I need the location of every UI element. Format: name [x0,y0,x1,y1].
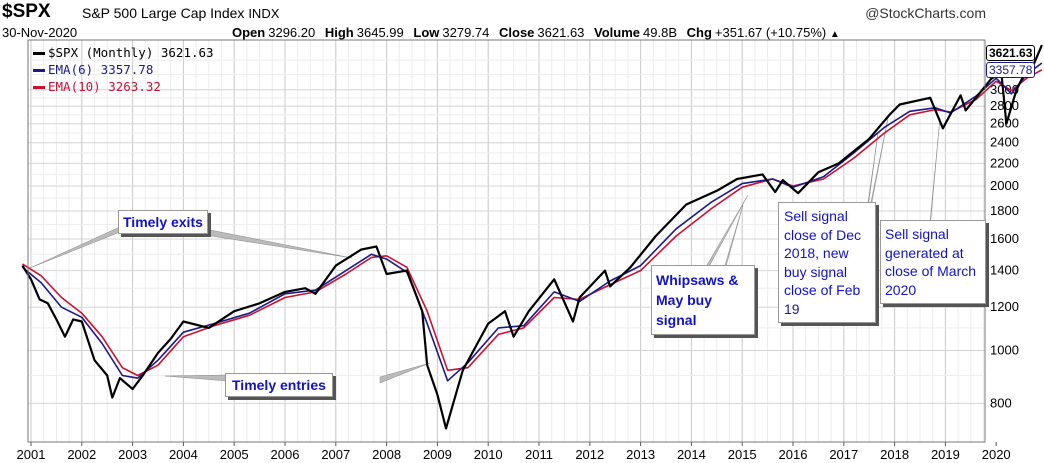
x-tick-label: 2011 [525,447,553,462]
x-tick-label: 2005 [220,447,249,462]
chart-series [21,44,1043,430]
stat-label-close: Close [499,25,535,40]
stat-label-open: Open [232,25,266,40]
stat-value-volume: 49.8B [643,25,678,40]
callout-pointer [379,362,431,384]
index-name-text: S&P 500 Large Cap Index [82,5,245,21]
callout-pointer [204,228,353,259]
x-tick-label: 2010 [474,447,503,462]
y-tick-label: 2200 [990,155,1019,170]
y-tick-label: 800 [990,395,1012,410]
stat-value-chg: +351.67 (+10.75%) [714,25,827,40]
annotation-sell-signal-2020: Sell signal generated at close of March … [880,220,986,304]
stat-value-high: 3645.99 [356,25,404,40]
x-tick-label: 2013 [626,447,655,462]
date-label: 30-Nov-2020 [2,25,78,40]
last-ema6-label: 3357.78 [986,62,1036,78]
last-price-label: 3621.63 [986,45,1036,61]
stat-label-chg: Chg [686,25,712,40]
y-tick-label: 1400 [990,263,1019,278]
x-tick-label: 2012 [575,447,604,462]
legend-text-ema6: EMA(6) 3357.78 [48,62,154,77]
ohlc-stats: Open 3296.20 High 3645.99 Low 3279.74 Close… [226,25,840,40]
y-tick-label: 1600 [990,231,1019,246]
callout-pointer [929,117,941,229]
x-tick-label: 2015 [728,447,757,462]
annotation-whipsaws: Whipsaws & May buy signal [651,265,755,335]
y-tick-label: 1000 [990,342,1019,357]
x-tick-label: 2006 [271,447,300,462]
x-tick-label: 2002 [67,447,96,462]
stat-value-low: 3279.74 [442,25,490,40]
annotation-timely-entries: Timely entries [225,373,333,397]
stat-label-volume: Volume [594,25,641,40]
legend-swatch-price [33,52,45,55]
y-tick-label: 2600 [990,116,1019,131]
legend-swatch-ema10 [33,86,45,89]
x-tick-label: 2018 [880,447,909,462]
x-tick-label: 2001 [17,447,46,462]
legend-item-ema10: EMA(10) 3263.32 [33,79,161,94]
x-tick-label: 2020 [982,447,1011,462]
chg-up-icon: ▲ [829,29,840,40]
annotation-timely-exits: Timely exits [118,210,208,234]
legend-item-ema6: EMA(6) 3357.78 [33,62,153,77]
y-tick-label: 1200 [990,299,1019,314]
stat-label-high: High [324,25,354,40]
legend-text-ema10: EMA(10) 3263.32 [48,79,161,94]
stat-value-open: 3296.20 [268,25,316,40]
y-tick-label: 1800 [990,203,1019,218]
x-tick-label: 2017 [829,447,858,462]
exchange-label: INDX [248,6,280,21]
legend-text-price: $SPX (Monthly) 3621.63 [48,45,214,60]
annotation-sell-signal-2018: Sell signal close of Dec 2018, new buy s… [778,202,876,323]
x-tick-label: 2009 [423,447,452,462]
x-tick-label: 2008 [372,447,401,462]
brand-label[interactable]: @StockCharts.com [865,5,986,21]
x-tick-label: 2004 [169,447,198,462]
legend-item-price: $SPX (Monthly) 3621.63 [33,45,214,60]
legend-swatch-ema6 [33,69,45,72]
stat-label-low: Low [413,25,440,40]
series-line-price [21,44,1043,430]
index-name: S&P 500 Large Cap Index INDX [82,5,279,21]
y-tick-label: 2000 [990,178,1019,193]
x-tick-label: 2007 [321,447,350,462]
y-tick-label: 2400 [990,135,1019,150]
x-axis: 2001 2002 2003 2004 2005 2006 2007 2008 2009 2010… [17,442,1011,462]
x-tick-label: 2003 [118,447,147,462]
x-tick-label: 2014 [677,447,706,462]
y-axis: 8001000120014001600180020002200240026002… [990,82,1019,411]
x-tick-label: 2019 [931,447,960,462]
x-tick-label: 2016 [779,447,808,462]
symbol-title: $SPX [2,1,51,22]
stat-value-close: 3621.63 [537,25,585,40]
